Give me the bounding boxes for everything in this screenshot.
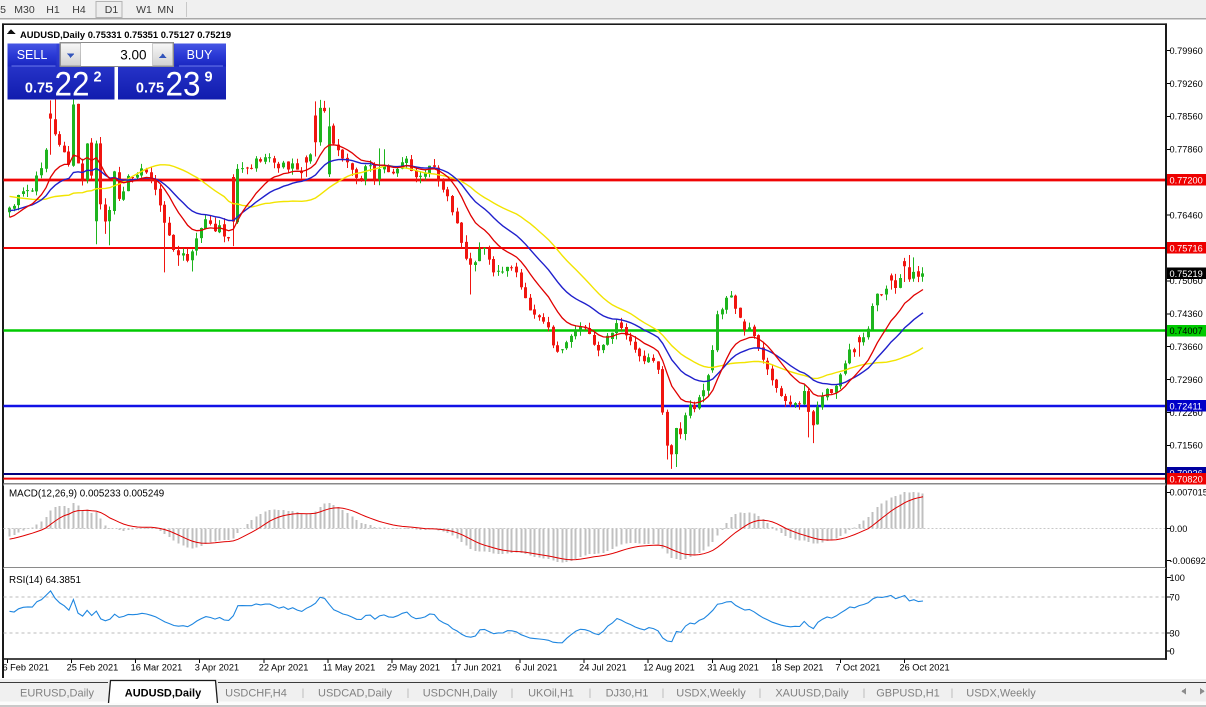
svg-text:0.72960: 0.72960 (1170, 375, 1203, 385)
svg-text:0.75716: 0.75716 (1170, 244, 1203, 254)
svg-text:AUDUSD,Daily: AUDUSD,Daily (125, 688, 202, 700)
svg-text:0.75: 0.75 (136, 80, 164, 96)
svg-text:|: | (302, 687, 305, 699)
svg-text:USDCHF,H4: USDCHF,H4 (225, 688, 287, 700)
svg-text:2: 2 (94, 70, 102, 86)
svg-text:18 Sep 2021: 18 Sep 2021 (771, 663, 823, 673)
svg-text:MN: MN (157, 4, 173, 16)
svg-text:0.77860: 0.77860 (1170, 145, 1203, 155)
svg-text:0.77200: 0.77200 (1170, 176, 1203, 186)
svg-text:25 Feb 2021: 25 Feb 2021 (67, 663, 119, 673)
svg-text:17 Jun 2021: 17 Jun 2021 (451, 663, 502, 673)
svg-text:|: | (511, 687, 514, 699)
svg-text:100: 100 (1170, 573, 1185, 583)
svg-text:BUY: BUY (187, 48, 213, 62)
svg-text:|: | (662, 687, 665, 699)
svg-text:0.78560: 0.78560 (1170, 112, 1203, 122)
svg-text:0.74360: 0.74360 (1170, 309, 1203, 319)
svg-text:RSI(14) 64.3851: RSI(14) 64.3851 (9, 575, 81, 586)
svg-text:16 Mar 2021: 16 Mar 2021 (131, 663, 183, 673)
svg-text:0: 0 (1170, 646, 1175, 656)
svg-text:0.00: 0.00 (1170, 524, 1188, 534)
svg-text:DJ30,H1: DJ30,H1 (606, 688, 649, 700)
svg-text:H1: H1 (46, 4, 60, 16)
svg-text:M30: M30 (14, 4, 35, 16)
svg-text:31 Aug 2021: 31 Aug 2021 (707, 663, 759, 673)
svg-text:USDX,Weekly: USDX,Weekly (966, 688, 1036, 700)
svg-text:22 Apr 2021: 22 Apr 2021 (259, 663, 309, 673)
svg-text:22: 22 (55, 66, 90, 104)
svg-text:3 Apr 2021: 3 Apr 2021 (195, 663, 239, 673)
svg-text:|: | (951, 687, 954, 699)
svg-text:0.75060: 0.75060 (1170, 276, 1203, 286)
svg-text:24 Jul 2021: 24 Jul 2021 (579, 663, 627, 673)
svg-text:USDCNH,Daily: USDCNH,Daily (423, 688, 498, 700)
svg-text:0.76460: 0.76460 (1170, 210, 1203, 220)
svg-text:XAUUSD,Daily: XAUUSD,Daily (775, 688, 849, 700)
svg-text:0.79260: 0.79260 (1170, 79, 1203, 89)
svg-text:0.72411: 0.72411 (1170, 402, 1203, 412)
svg-text:5: 5 (0, 4, 6, 16)
svg-text:70: 70 (1170, 592, 1180, 602)
svg-text:30: 30 (1170, 628, 1180, 638)
svg-text:|: | (589, 687, 592, 699)
svg-text:0.75: 0.75 (25, 80, 53, 96)
svg-text:UKOil,H1: UKOil,H1 (528, 688, 574, 700)
svg-text:W1: W1 (136, 4, 152, 16)
svg-text:USDCAD,Daily: USDCAD,Daily (318, 688, 392, 700)
svg-text:|: | (759, 687, 762, 699)
svg-text:|: | (407, 687, 410, 699)
svg-text:3.00: 3.00 (120, 47, 146, 62)
svg-text:0.74007: 0.74007 (1170, 326, 1203, 336)
svg-text:23: 23 (166, 66, 201, 104)
svg-text:12 Aug 2021: 12 Aug 2021 (643, 663, 695, 673)
svg-text:6 Feb 2021: 6 Feb 2021 (3, 663, 50, 673)
svg-text:GBPUSD,H1: GBPUSD,H1 (876, 688, 940, 700)
svg-text:0.71560: 0.71560 (1170, 441, 1203, 451)
svg-text:AUDUSD,Daily 0.75331 0.75351: AUDUSD,Daily 0.75331 0.75351 0.75127 0.7… (20, 29, 231, 40)
svg-text:0.73660: 0.73660 (1170, 342, 1203, 352)
svg-text:0.75219: 0.75219 (1170, 269, 1203, 279)
svg-text:D1: D1 (105, 4, 119, 16)
svg-text:|: | (863, 687, 866, 699)
svg-text:-0.00692: -0.00692 (1170, 556, 1206, 566)
svg-text:29 May 2021: 29 May 2021 (387, 663, 440, 673)
svg-text:EURUSD,Daily: EURUSD,Daily (20, 688, 94, 700)
svg-text:6 Jul 2021: 6 Jul 2021 (515, 663, 557, 673)
svg-text:7 Oct 2021: 7 Oct 2021 (835, 663, 880, 673)
svg-text:26 Oct 2021: 26 Oct 2021 (900, 663, 950, 673)
svg-text:9: 9 (205, 70, 213, 86)
svg-text:USDX,Weekly: USDX,Weekly (676, 688, 746, 700)
svg-text:11 May 2021: 11 May 2021 (323, 663, 375, 673)
svg-text:MACD(12,26,9) 0.005233 0.00524: MACD(12,26,9) 0.005233 0.005249 (9, 489, 164, 500)
svg-text:H4: H4 (72, 4, 86, 16)
svg-text:0.79960: 0.79960 (1170, 46, 1203, 56)
svg-text:0.007015: 0.007015 (1170, 488, 1206, 498)
svg-text:SELL: SELL (17, 48, 48, 62)
svg-text:0.70820: 0.70820 (1170, 474, 1203, 484)
svg-text:0.72260: 0.72260 (1170, 408, 1203, 418)
